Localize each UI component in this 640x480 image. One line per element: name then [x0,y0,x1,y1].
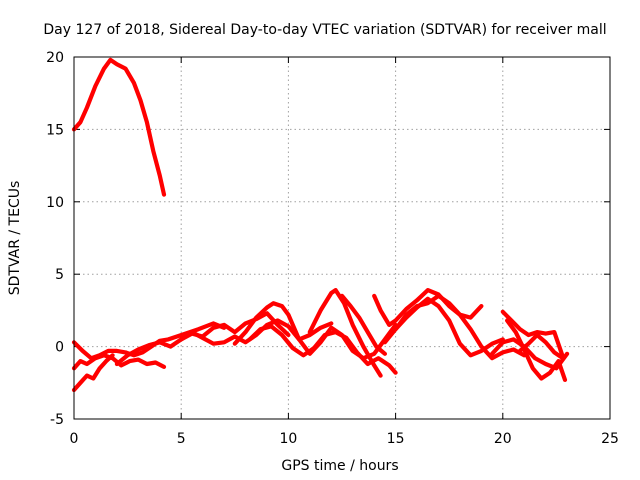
series-line-arc-8 [247,324,398,375]
chart-title: Day 127 of 2018, Sidereal Day-to-day VTE… [43,22,606,38]
series-line-arc-10 [339,293,387,356]
series-layer [71,57,570,393]
ticks-layer: 0 5 10 15 20 25 -5 0 5 10 15 20 [46,50,619,447]
series-line-arc-2 [71,321,227,361]
y-tick-label: 5 [55,267,64,283]
series-line-arc-16 [505,318,568,382]
series-line-arc-15 [500,309,565,359]
x-tick-label: 10 [279,431,297,447]
series-line-arc-1 [71,57,167,197]
series-line-arc-4 [71,353,115,393]
x-tick-label: 25 [601,431,619,447]
plot-frame [73,56,611,420]
y-axis-label: SDTVAR / TECUs [7,181,23,296]
y-tick-label: 15 [46,122,64,138]
y-tick-label: 20 [46,50,64,66]
y-tick-label: -5 [50,412,64,428]
y-tick-label: 0 [55,340,64,356]
series-line-arc-13 [393,293,484,332]
y-tick-label: 10 [46,195,64,211]
x-axis-label: GPS time / hours [281,458,398,474]
series-line-arc-17 [517,332,565,361]
x-tick-label: 0 [70,431,79,447]
x-tick-label: 15 [387,431,405,447]
series-line-arc-9 [307,288,383,378]
x-tick-label: 5 [177,431,186,447]
x-tick-label: 20 [494,431,512,447]
grid-layer [74,57,610,419]
